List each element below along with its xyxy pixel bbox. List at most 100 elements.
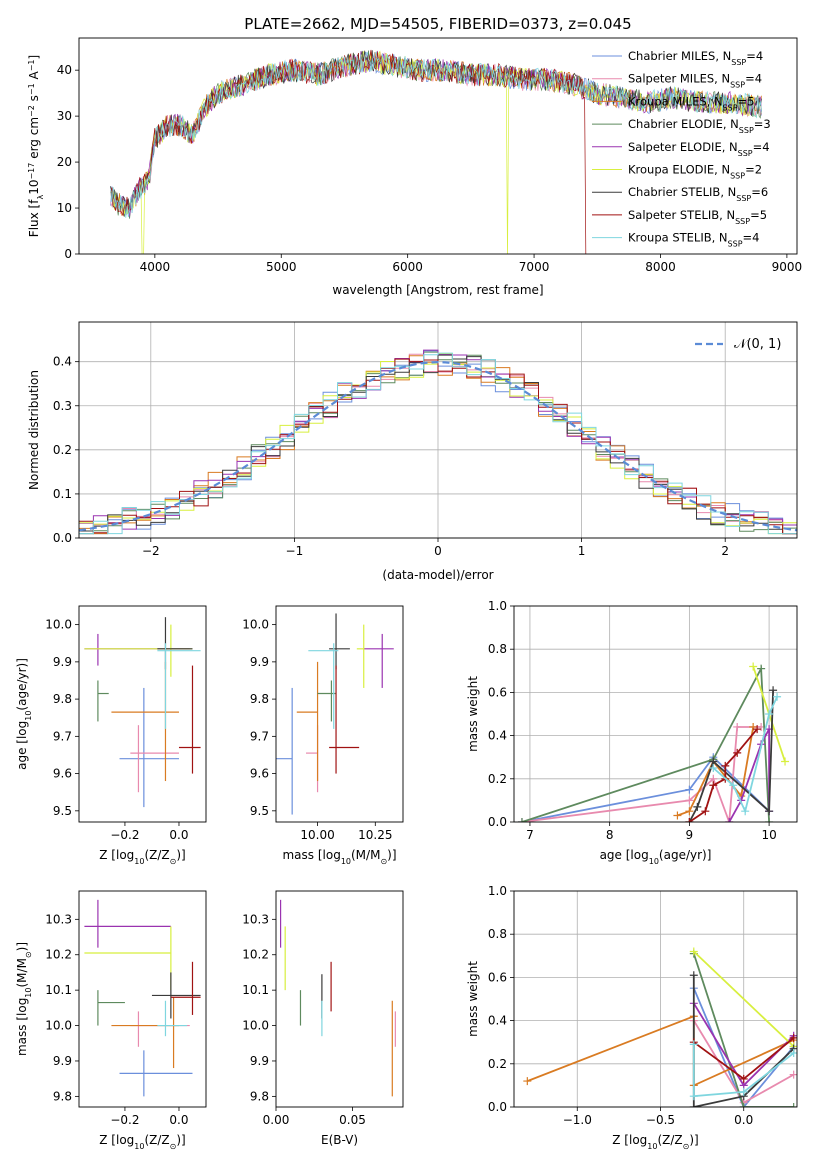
x-tick-label: −0.2 [110,1113,139,1127]
y-tick-label: 0.1 [53,487,72,501]
weight-point [673,811,682,820]
weight-point [789,1103,797,1107]
weight-point [769,686,778,695]
x-tick-label: −1.0 [563,1113,592,1127]
x-tick-label: 7000 [519,260,550,274]
y-tick-label: 0.8 [488,642,507,656]
weight-point [685,796,694,805]
y-tick-label: 0.0 [53,531,72,545]
massweight-vs-age-xlabel: age [log10(age/yr)] [600,848,712,866]
y-tick-label: 9.8 [53,1089,72,1103]
y-tick-label: 30 [57,109,72,123]
mass-vs-z-ylabel: mass [log10(M/M⊙)] [15,942,33,1056]
y-tick-label: 9.9 [250,1054,269,1068]
y-tick-label: 10.0 [242,618,269,632]
weight-point [781,757,790,766]
massweight-vs-age-ylabel: mass weight [466,676,480,752]
axes-frame [275,890,404,1108]
x-tick-label: 8000 [645,260,676,274]
axes-frame [275,605,404,823]
y-tick-label: 10.1 [45,983,72,997]
weight-lines [517,662,790,822]
weight-point [733,722,742,731]
x-tick-label: 0.05 [339,1113,366,1127]
y-tick-label: 9.9 [250,655,269,669]
weight-point [757,664,766,673]
weight-point [729,781,738,790]
mass-vs-z-xlabel: Z [log10(Z/Z⊙)] [99,1133,185,1151]
y-tick-label: 0.0 [488,815,507,829]
y-tick-label: 0.3 [53,399,72,413]
legend-label: Salpeter ELODIE, NSSP=4 [628,140,770,158]
x-tick-label: −0.2 [110,828,139,842]
x-tick-label: 7 [526,828,534,842]
x-tick-label: 10.25 [358,828,392,842]
weight-point [721,761,730,770]
massweight-vs-z-xlabel: Z [log10(Z/Z⊙)] [612,1133,698,1151]
axes-frame [78,321,798,539]
y-tick-label: 0.6 [488,970,507,984]
histogram-series-8 [79,358,797,535]
x-tick-label: 10 [761,828,776,842]
weight-point [753,725,762,734]
weight-point [725,818,734,822]
axes-frame [78,605,207,823]
y-tick-label: 0.6 [488,685,507,699]
residual-ylabel: Normed distribution [27,370,41,490]
massweight-vs-z-ylabel: mass weight [466,961,480,1037]
weight-point [789,1049,797,1057]
legend-label: Chabrier ELODIE, NSSP=3 [628,117,771,135]
weight-point [689,1040,698,1049]
y-tick-label: 0.4 [488,1014,507,1028]
y-tick-label: 9.6 [53,767,72,781]
weight-point [765,710,774,718]
errorbars [84,617,201,808]
weight-point [709,764,718,772]
y-tick-label: 9.8 [250,692,269,706]
y-tick-label: 20 [57,155,72,169]
x-tick-label: −1 [286,544,304,558]
spectrum-series-9 [110,51,762,218]
y-tick-label: 9.9 [53,655,72,669]
weight-point [739,1103,748,1107]
axes-frame [513,890,798,1108]
weight-series-9 [692,1044,795,1098]
x-tick-label: 0.00 [263,1113,290,1127]
legend-label: 𝒩(0, 1) [734,337,781,352]
weight-point [741,807,750,816]
y-tick-label: 10.0 [242,1019,269,1033]
y-tick-label: 0.2 [53,443,72,457]
y-tick-label: 1.0 [488,599,507,613]
weight-point [709,781,718,790]
spectrum-series-6 [110,50,762,254]
x-tick-label: −0.5 [646,1113,675,1127]
weight-point [765,807,774,816]
x-tick-label: 2 [721,544,729,558]
y-tick-label: 0.4 [488,729,507,743]
weight-point [739,1074,748,1083]
y-tick-label: 0.2 [488,1057,507,1071]
y-tick-label: 0.2 [488,772,507,786]
y-tick-label: 9.7 [53,729,72,743]
y-tick-label: 10.1 [242,983,269,997]
weight-point [689,1092,698,1101]
x-tick-label: 0.0 [734,1113,753,1127]
weight-series-4 [521,665,770,822]
x-tick-label: −2 [142,544,160,558]
errorbars [84,899,201,1097]
y-tick-label: 9.5 [250,804,269,818]
x-tick-label: 1 [578,544,586,558]
age-vs-z-xlabel: Z [log10(Z/Z⊙)] [99,848,185,866]
y-tick-label: 40 [57,63,72,77]
weight-point [689,971,698,980]
y-tick-label: 10 [57,201,72,215]
y-tick-label: 9.7 [250,729,269,743]
errorbars [279,899,396,1097]
axes-frame [78,37,798,255]
spectrum-ylabel: Flux [fλ10−17 erg cm−2 s−1 A−1] [27,55,45,237]
weight-point [685,807,694,816]
weight-point [689,1103,698,1107]
legend-label: Kroupa MILES, NSSP=5 [628,94,754,112]
y-tick-label: 10.0 [45,1019,72,1033]
